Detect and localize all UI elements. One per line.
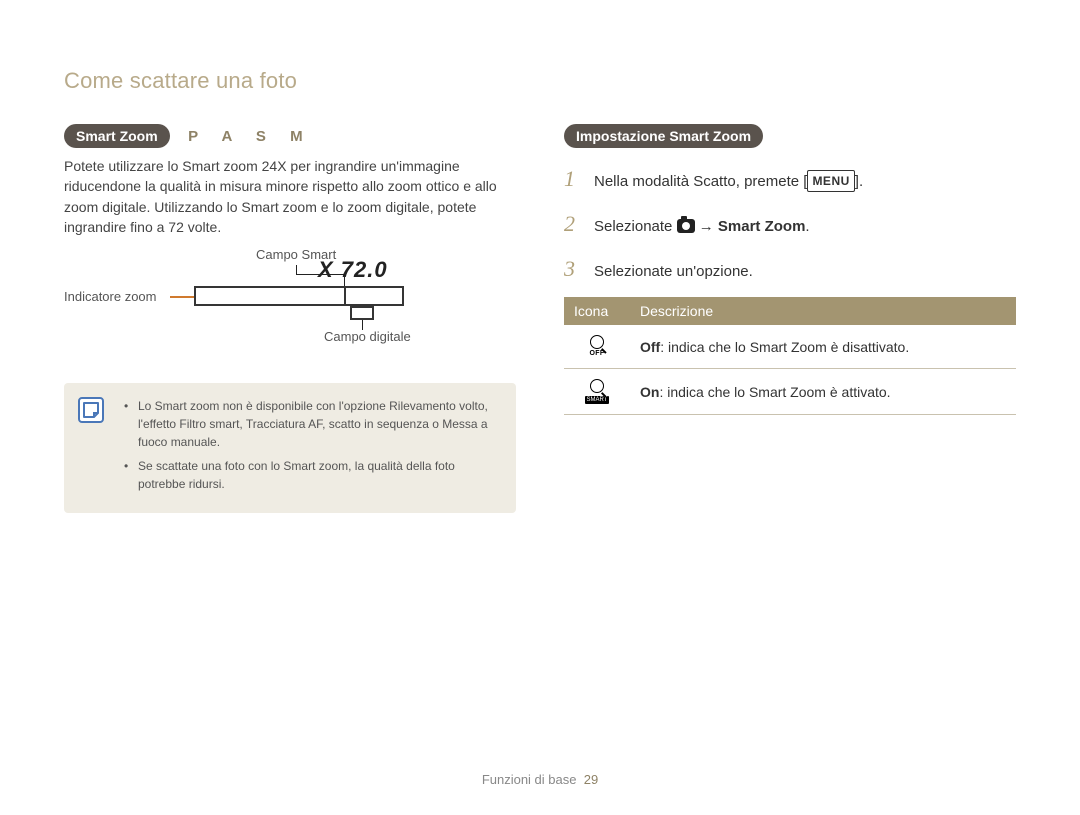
label-campo-digitale: Campo digitale xyxy=(324,329,411,344)
option-off-label: Off xyxy=(640,339,660,355)
badge-impostazione: Impostazione Smart Zoom xyxy=(564,124,763,148)
note-panel: Lo Smart zoom non è disponibile con l'op… xyxy=(64,383,516,513)
label-indicatore-zoom: Indicatore zoom xyxy=(64,289,157,304)
step-2-text-post: . xyxy=(805,218,809,235)
camera-icon xyxy=(677,219,695,233)
table-row: OFF Off: indica che lo Smart Zoom è disa… xyxy=(564,325,1016,369)
page-title: Come scattare una foto xyxy=(64,68,1016,94)
note-item: Se scattate una foto con lo Smart zoom, … xyxy=(124,457,500,493)
table-row: SMART On: indica che lo Smart Zoom è att… xyxy=(564,369,1016,415)
left-column: Smart Zoom P A S M Potete utilizzare lo … xyxy=(64,124,516,513)
step-number: 2 xyxy=(564,207,582,240)
step-number: 1 xyxy=(564,162,582,195)
note-item: Lo Smart zoom non è disponibile con l'op… xyxy=(124,397,500,451)
badge-smart-zoom: Smart Zoom xyxy=(64,124,170,148)
step-3: 3 Selezionate un'opzione. xyxy=(564,252,1016,285)
smart-zoom-description: Potete utilizzare lo Smart zoom 24X per … xyxy=(64,156,516,237)
step-1-text-pre: Nella modalità Scatto, premete [ xyxy=(594,173,807,190)
note-icon xyxy=(78,397,104,423)
page-footer: Funzioni di base 29 xyxy=(0,772,1080,787)
footer-section: Funzioni di base xyxy=(482,772,577,787)
footer-page-number: 29 xyxy=(584,772,598,787)
option-on-desc: : indica che lo Smart Zoom è attivato. xyxy=(659,384,890,400)
icon-smart-zoom-on: SMART xyxy=(585,379,610,404)
step-number: 3 xyxy=(564,252,582,285)
table-header-desc: Descrizione xyxy=(630,297,1016,325)
step-2-text-pre: Selezionate xyxy=(594,218,677,235)
options-table: Icona Descrizione OFF Off: indic xyxy=(564,297,1016,415)
step-2-bold: Smart Zoom xyxy=(718,218,806,235)
zoom-diagram: Campo Smart Indicatore zoom Campo digita… xyxy=(64,251,516,361)
step-3-text: Selezionate un'opzione. xyxy=(594,261,753,284)
option-off-desc: : indica che lo Smart Zoom è disattivato… xyxy=(660,339,909,355)
step-1-text-post: ]. xyxy=(855,173,863,190)
step-2-arrow: → xyxy=(695,218,718,235)
step-2: 2 Selezionate → Smart Zoom. xyxy=(564,207,1016,240)
zoom-value: X 72.0 xyxy=(318,257,388,283)
table-header-icon: Icona xyxy=(564,297,630,325)
menu-button-icon: MENU xyxy=(807,170,854,192)
icon-smart-zoom-off: OFF xyxy=(590,335,605,357)
option-on-label: On xyxy=(640,384,659,400)
right-column: Impostazione Smart Zoom 1 Nella modalità… xyxy=(564,124,1016,513)
step-1: 1 Nella modalità Scatto, premete [MENU]. xyxy=(564,162,1016,195)
mode-letters: P A S M xyxy=(188,128,312,145)
